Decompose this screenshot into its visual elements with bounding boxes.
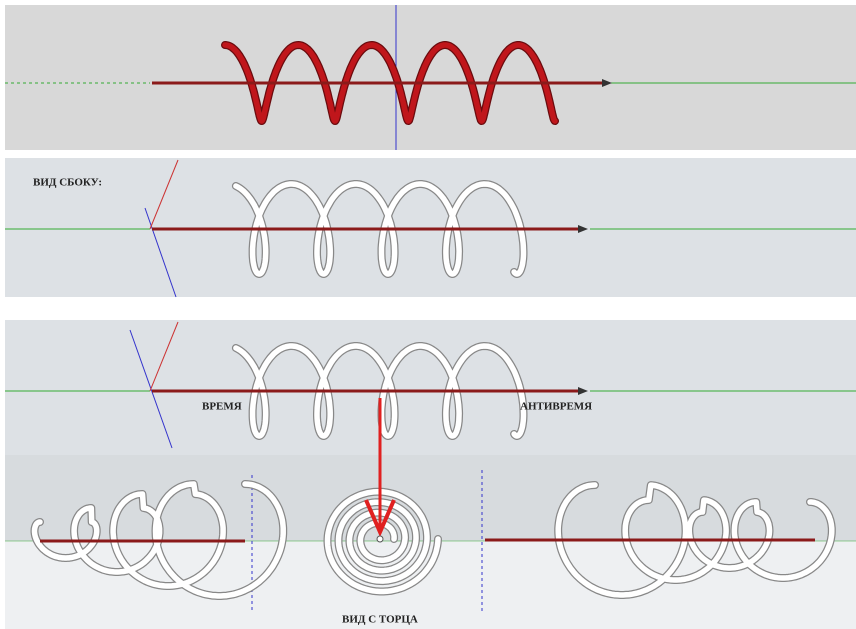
pointer-arrow-head	[364, 499, 396, 537]
arrow-head	[602, 79, 612, 87]
side-view-label: ВИД СБОКУ:	[33, 177, 102, 189]
spring	[324, 488, 441, 595]
panel-end-bottom	[5, 541, 856, 629]
spring	[555, 482, 835, 598]
arrow-head	[578, 225, 588, 233]
center-point	[376, 535, 384, 543]
time-arrows	[40, 79, 815, 543]
panel-red	[5, 5, 856, 150]
springs	[30, 41, 836, 600]
antitime-label: АНТИВРЕМЯ	[520, 401, 592, 413]
axis	[144, 207, 177, 298]
spring	[233, 343, 527, 439]
axis	[149, 159, 179, 230]
end-view-label: ВИД С ТОРЦА	[342, 614, 418, 626]
time-label: ВРЕМЯ	[202, 401, 242, 413]
panel-time	[5, 320, 856, 455]
spring	[31, 481, 286, 599]
panel-end-top	[5, 455, 856, 541]
arrow-head	[578, 387, 588, 395]
spring	[233, 181, 527, 277]
axis	[149, 321, 179, 392]
